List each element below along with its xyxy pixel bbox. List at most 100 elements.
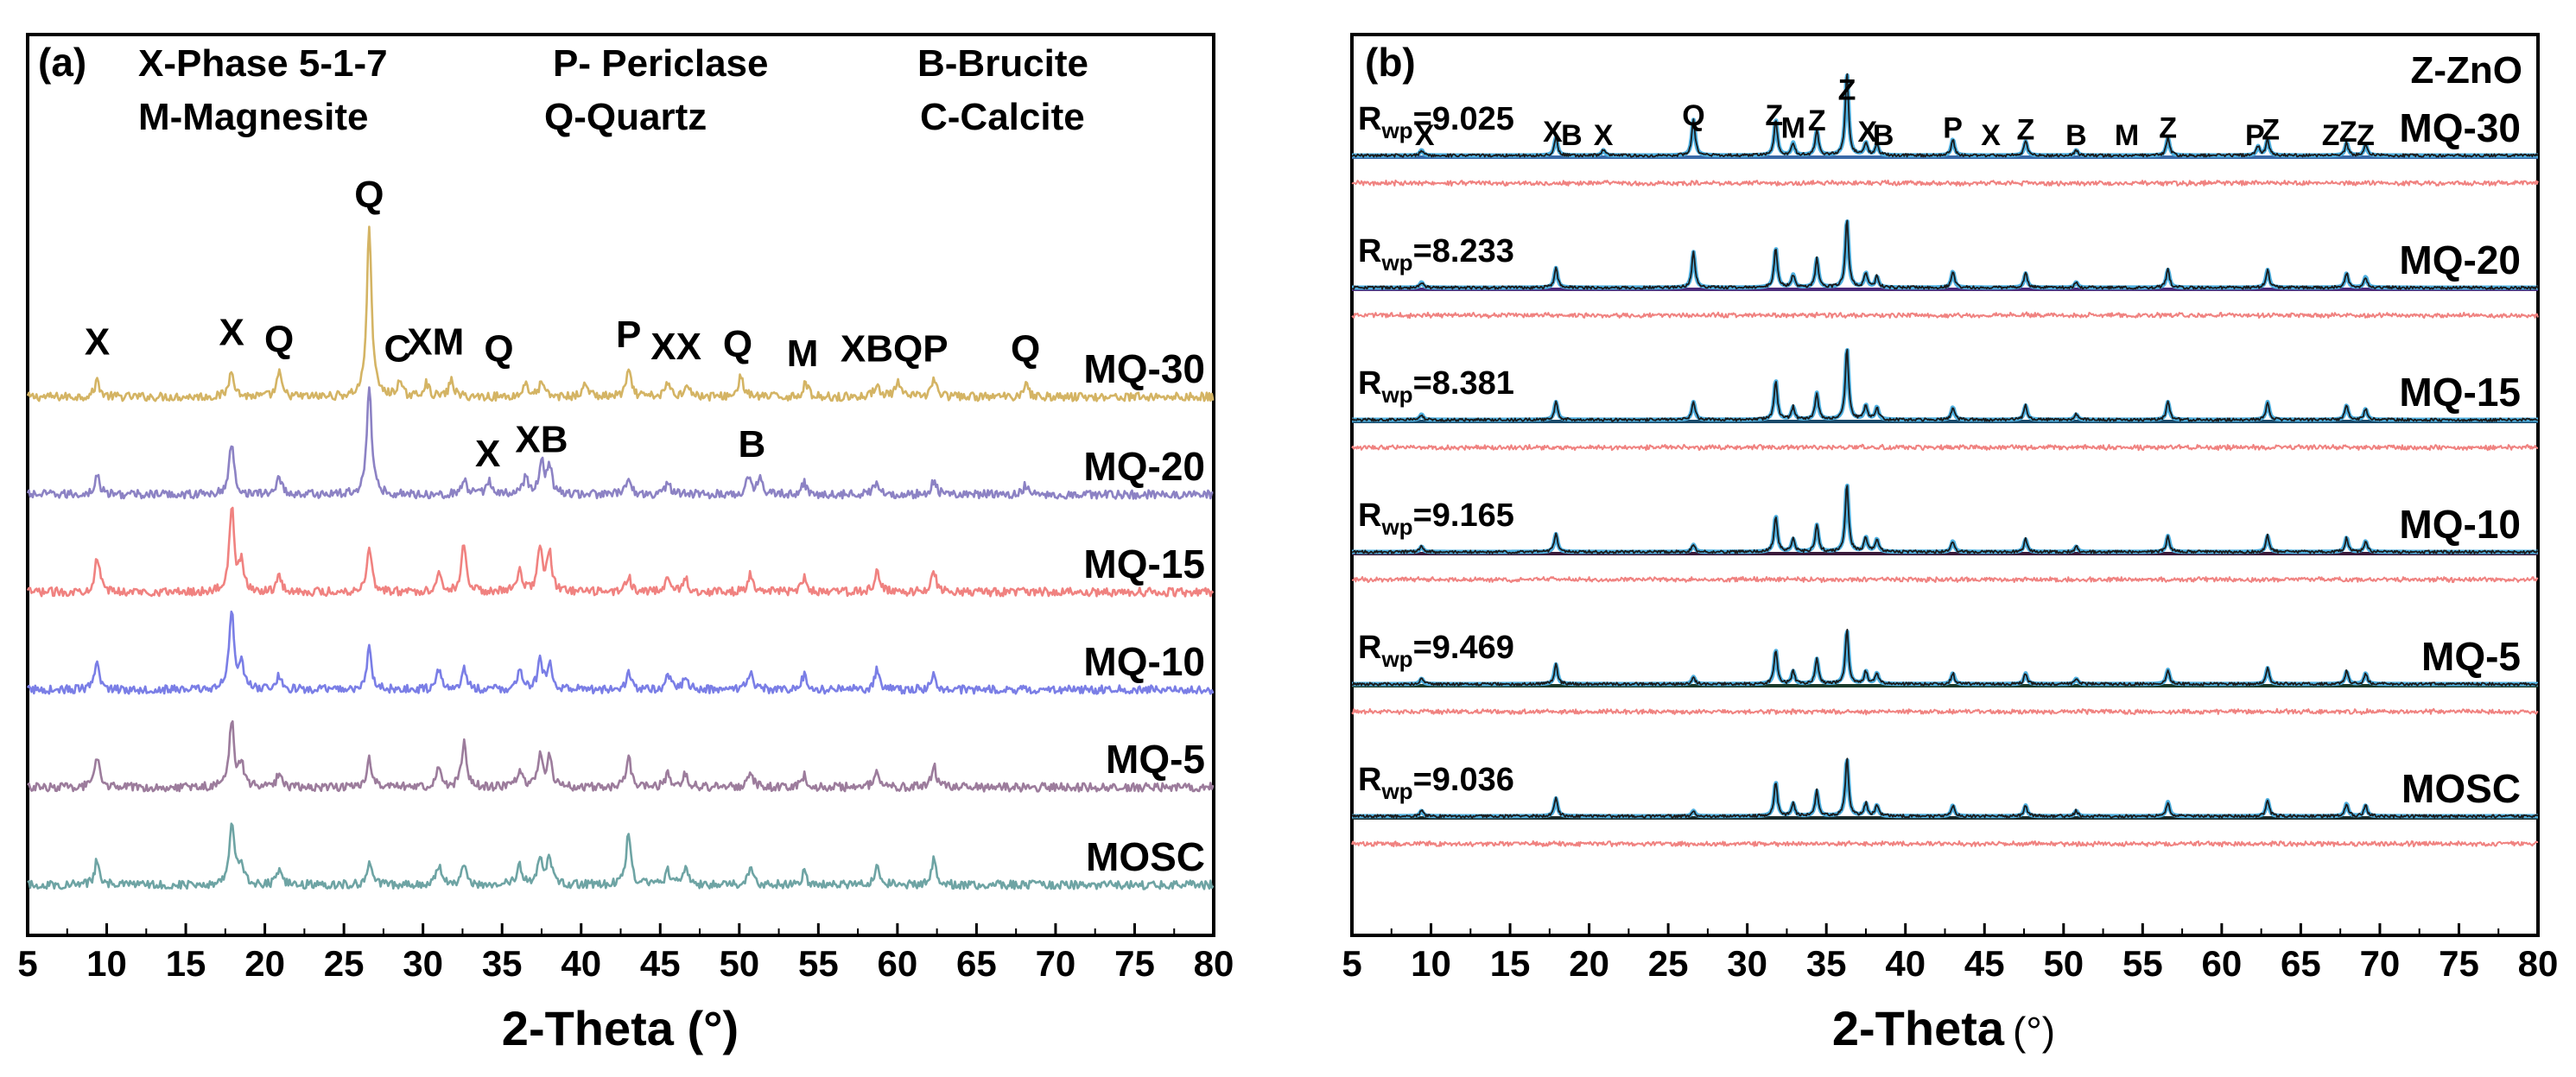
series-label-mq-30: MQ-30 [2399, 105, 2521, 150]
rwp-symbol: R [1358, 497, 1381, 534]
refinement-mq-30: MQ-30 Rwp=9.025 [1350, 73, 2540, 187]
pattern-mq-5 [27, 719, 1215, 793]
panel-b-frame [1350, 33, 2540, 937]
rwp-mosc: Rwp=9.036 [1358, 762, 1514, 804]
phase-marker: Z [1808, 105, 1826, 137]
calculated-mq-10 [1350, 484, 2540, 554]
pattern-mq-15 [26, 506, 1215, 598]
panel-b-tick-label: 50 [2043, 943, 2084, 984]
panel-b-x-axis: 5 10 15 20 25 30 35 40 45 50 55 60 65 70 75 80 [1342, 923, 2558, 984]
rwp-subscript: wp [1380, 778, 1412, 804]
legend-magnesite: M-Magnesite [138, 96, 368, 138]
panel-b-label: (b) [1365, 40, 1416, 85]
phase-marker: XBQP [841, 328, 949, 371]
panel-b-tick-label: 75 [2439, 943, 2479, 984]
difference-mq-10 [1351, 575, 2539, 584]
rwp-value: =8.233 [1413, 233, 1514, 269]
refinement-mosc: MOSC Rwp=9.036 [1350, 757, 2540, 848]
legend-periclase: P- Periclase [553, 42, 769, 85]
panel-a-tick-label: 20 [244, 943, 285, 984]
panel-b-tick-label: 60 [2202, 943, 2243, 984]
phase-marker: B [2065, 119, 2087, 152]
phase-marker: B [739, 423, 766, 466]
difference-mosc [1351, 839, 2539, 848]
rwp-mq-20: Rwp=8.233 [1358, 233, 1514, 276]
legend-calcite: C-Calcite [920, 96, 1085, 138]
panel-a-tick-label: 55 [798, 943, 839, 984]
refinement-mq-15: MQ-15 Rwp=8.381 [1350, 348, 2540, 452]
panel-b-tick-label: 70 [2360, 943, 2401, 984]
calculated-mq-5 [1350, 630, 2540, 687]
phase-marker: Z [2339, 116, 2357, 149]
panel-b-tick-label: 80 [2518, 943, 2559, 984]
phase-marker: Q [1011, 328, 1040, 371]
rwp-symbol: R [1358, 365, 1381, 402]
rwp-value: =9.165 [1413, 497, 1514, 534]
phase-marker: Q [723, 323, 752, 365]
series-label-mq-15: MQ-15 [2399, 370, 2521, 415]
panel-a-label: (a) [38, 40, 86, 85]
phase-marker: XM [407, 320, 464, 363]
phase-marker: Z [2262, 114, 2280, 147]
difference-mq-5 [1351, 707, 2539, 716]
pattern-mq-30 [26, 225, 1215, 402]
phase-marker: B [1561, 119, 1583, 152]
rwp-mq-5: Rwp=9.469 [1358, 630, 1514, 672]
phase-marker: Z [1765, 99, 1783, 132]
panel-a-tick-label: 75 [1114, 943, 1155, 984]
rwp-mq-10: Rwp=9.165 [1358, 497, 1514, 540]
phase-marker: Q [264, 319, 294, 361]
observed-mq-10 [1351, 485, 2539, 554]
phase-marker: X [1857, 116, 1877, 149]
panel-b-x-label-main: 2-Theta [1832, 1001, 2005, 1055]
phase-marker: Z [2322, 119, 2340, 152]
panel-a: (a) X-Phase 5-1-7 P- Periclase B-Brucite… [17, 33, 1234, 1055]
series-label-mq-5: MQ-5 [1106, 737, 1205, 782]
rwp-subscript: wp [1380, 646, 1412, 672]
rwp-symbol: R [1358, 762, 1381, 798]
panel-a-tick-label: 50 [719, 943, 759, 984]
rwp-subscript: wp [1380, 250, 1412, 276]
panel-b-tick-label: 15 [1490, 943, 1531, 984]
pattern-mq-20 [26, 386, 1214, 500]
phase-marker: Q [484, 328, 513, 371]
phase-marker: X [1543, 116, 1563, 149]
panel-a-tick-label: 25 [324, 943, 365, 984]
rwp-symbol: R [1358, 101, 1381, 137]
phase-marker: X [1594, 119, 1614, 152]
series-label-mq-10: MQ-10 [2399, 502, 2521, 547]
panel-b-x-label: 2-Theta (°) [1832, 1001, 2055, 1055]
panel-b: (b) Z-ZnO 5 10 15 20 25 30 35 40 45 50 55 60 65 70 75 8… [1342, 33, 2558, 1055]
calculated-mq-20 [1350, 219, 2540, 290]
difference-mq-15 [1351, 443, 2538, 452]
phase-marker: X [85, 320, 110, 363]
series-label-mq-20: MQ-20 [2399, 238, 2521, 282]
rwp-value: =9.469 [1413, 630, 1514, 666]
panel-b-tick-label: 45 [1964, 943, 2005, 984]
rwp-subscript: wp [1380, 382, 1412, 408]
legend-brucite: B-Brucite [917, 42, 1088, 85]
panel-b-tick-label: 65 [2281, 943, 2321, 984]
calculated-mosc [1350, 758, 2540, 819]
rwp-mq-30: Rwp=9.025 [1358, 101, 1514, 143]
panel-a-tick-label: 10 [86, 943, 127, 984]
rwp-mq-15: Rwp=8.381 [1358, 365, 1514, 408]
phase-marker: B [1873, 119, 1894, 152]
panel-a-tick-label: 45 [640, 943, 681, 984]
observed-mq-15 [1351, 349, 2539, 422]
panel-b-series: MQ-30Rwp=9.025MQ-20Rwp=8.233MQ-15Rwp=8.3… [1350, 73, 2540, 848]
rwp-symbol: R [1358, 233, 1381, 269]
phase-marker: M [1781, 112, 1805, 145]
rwp-subscript: wp [1380, 514, 1412, 540]
panel-b-tick-label: 20 [1569, 943, 1609, 984]
panel-a-tick-label: 60 [878, 943, 918, 984]
phase-marker: C [384, 328, 411, 371]
panel-a-series: MQ-30 MQ-20 MQ-15 MQ-10 MQ-5 MOSC [26, 225, 1215, 890]
rwp-value: =8.381 [1413, 365, 1514, 402]
phase-marker: X [1981, 119, 2001, 152]
phase-marker: P [1943, 112, 1963, 145]
panel-a-tick-label: 80 [1194, 943, 1234, 984]
phase-marker: Q [1682, 99, 1704, 132]
series-label-mq-5: MQ-5 [2421, 634, 2521, 679]
